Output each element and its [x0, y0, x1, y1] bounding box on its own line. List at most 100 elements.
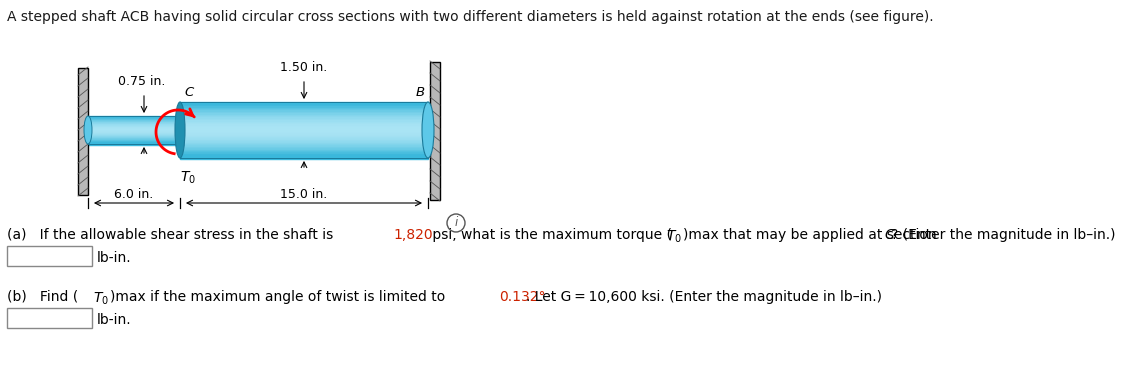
Bar [180, 140, 428, 142]
Bar [88, 120, 180, 121]
Bar [88, 117, 180, 118]
Bar [88, 142, 180, 143]
Ellipse shape [421, 102, 434, 158]
Ellipse shape [85, 116, 92, 144]
Text: $T_0$: $T_0$ [180, 170, 196, 186]
Bar [180, 131, 428, 134]
Bar [180, 154, 428, 156]
Bar [7, 308, 92, 328]
Bar [431, 62, 440, 200]
Bar [180, 134, 428, 136]
Bar [180, 150, 428, 152]
Text: 0.132°: 0.132° [499, 290, 545, 304]
Text: A stepped shaft ACB having solid circular cross sections with two different diam: A stepped shaft ACB having solid circula… [7, 10, 933, 24]
Bar [88, 142, 180, 144]
Text: . Let G = 10,600 ksi. (Enter the magnitude in lb–in.): . Let G = 10,600 ksi. (Enter the magnitu… [526, 290, 882, 304]
Text: lb-in.: lb-in. [97, 313, 132, 327]
Text: i: i [454, 216, 458, 229]
Text: A: A [80, 100, 89, 113]
Bar [180, 115, 428, 117]
Bar [88, 121, 180, 122]
Bar [88, 125, 180, 126]
Bar [180, 123, 428, 125]
Bar [88, 140, 180, 141]
Bar [88, 135, 180, 136]
Text: 1.50 in.: 1.50 in. [281, 61, 328, 74]
Text: )max if the maximum angle of twist is limited to: )max if the maximum angle of twist is li… [110, 290, 450, 304]
Bar [180, 116, 428, 118]
Bar [88, 120, 180, 122]
Bar [7, 246, 92, 266]
Bar [180, 129, 428, 131]
Bar [88, 126, 180, 128]
Bar [180, 144, 428, 146]
Bar [88, 123, 180, 125]
Bar [180, 122, 428, 124]
Bar [88, 132, 180, 134]
Text: $T_0$: $T_0$ [94, 291, 109, 307]
Bar [88, 131, 180, 133]
Text: $T_0$: $T_0$ [666, 229, 682, 245]
Bar [180, 112, 428, 114]
Bar [180, 126, 428, 128]
Bar [88, 129, 180, 130]
Bar [78, 68, 88, 195]
Bar [88, 118, 180, 120]
Bar [88, 128, 180, 130]
Bar [180, 103, 428, 106]
Bar [88, 141, 180, 143]
Bar [88, 141, 180, 142]
Bar [88, 131, 180, 132]
Text: C: C [884, 228, 894, 242]
Bar [180, 148, 428, 150]
Bar [88, 136, 180, 138]
Text: (b)   Find (: (b) Find ( [7, 290, 78, 304]
Text: B: B [416, 86, 425, 99]
Bar [180, 157, 428, 159]
Bar [180, 120, 428, 122]
Bar [88, 138, 180, 140]
Bar [88, 133, 180, 134]
Text: ? (Enter the magnitude in lb–in.): ? (Enter the magnitude in lb–in.) [891, 228, 1116, 242]
Bar [88, 139, 180, 141]
Bar [88, 143, 180, 145]
Text: lb-in.: lb-in. [97, 251, 132, 265]
Bar [180, 155, 428, 157]
Bar [88, 133, 180, 135]
Text: )max that may be applied at section: )max that may be applied at section [683, 228, 941, 242]
Bar [180, 152, 428, 155]
Bar [88, 117, 180, 119]
Text: psi, what is the maximum torque (: psi, what is the maximum torque ( [428, 228, 672, 242]
Bar [88, 125, 180, 126]
Bar [88, 122, 180, 124]
Bar [88, 116, 180, 117]
Text: 0.75 in.: 0.75 in. [118, 75, 166, 88]
Bar [180, 107, 428, 110]
Bar [180, 119, 428, 121]
Bar [180, 105, 428, 107]
Bar [180, 110, 428, 113]
Bar [180, 133, 428, 135]
Bar [180, 151, 428, 153]
Text: 1,820: 1,820 [393, 228, 433, 242]
Text: C: C [184, 86, 193, 99]
Text: 15.0 in.: 15.0 in. [281, 188, 328, 201]
Bar [88, 129, 180, 131]
Bar [180, 106, 428, 109]
Bar [88, 127, 180, 129]
Bar [88, 137, 180, 139]
Bar [180, 136, 428, 138]
Bar [180, 147, 428, 149]
Bar [180, 109, 428, 111]
Bar [180, 130, 428, 132]
Bar [180, 146, 428, 147]
Bar [180, 127, 428, 130]
Bar [180, 142, 428, 145]
Bar [88, 134, 180, 136]
Bar [180, 137, 428, 139]
Bar [88, 122, 180, 123]
Bar [180, 138, 428, 141]
Bar [88, 130, 180, 131]
Bar [88, 119, 180, 120]
Bar [88, 124, 180, 125]
